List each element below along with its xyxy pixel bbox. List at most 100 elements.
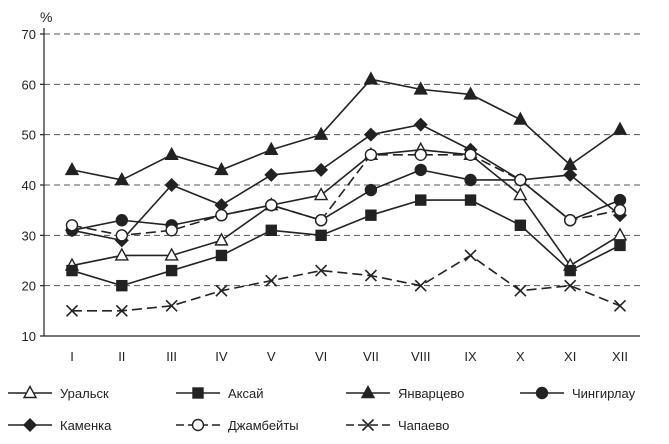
legend-marker bbox=[535, 386, 549, 400]
data-point bbox=[66, 264, 78, 277]
data-point bbox=[315, 229, 327, 242]
legend-marker bbox=[22, 385, 38, 399]
series-7 bbox=[65, 249, 627, 317]
data-point bbox=[264, 167, 279, 182]
data-point bbox=[164, 178, 179, 192]
x-marker-stroke bbox=[613, 299, 627, 312]
data-point bbox=[215, 208, 228, 222]
x-tick-label: IV bbox=[215, 349, 228, 364]
data-point bbox=[613, 193, 627, 207]
data-point bbox=[414, 279, 427, 292]
data-point bbox=[612, 227, 628, 241]
data-point bbox=[464, 148, 477, 162]
axes bbox=[40, 28, 640, 337]
legend-label: Чапаево bbox=[398, 418, 449, 433]
series-5 bbox=[65, 117, 627, 248]
data-point bbox=[314, 162, 329, 177]
data-point bbox=[614, 239, 626, 252]
legend-marker bbox=[192, 387, 204, 399]
data-point bbox=[364, 183, 378, 197]
data-point bbox=[564, 279, 577, 292]
legend-item-3: Январцево bbox=[346, 385, 464, 401]
x-marker-stroke bbox=[464, 249, 477, 262]
y-tick-label: 40 bbox=[22, 178, 36, 193]
data-point bbox=[164, 146, 179, 161]
x-tick-label: VI bbox=[315, 349, 327, 364]
y-tick-label: 30 bbox=[22, 228, 36, 243]
x-marker-stroke bbox=[564, 279, 577, 292]
data-point bbox=[612, 121, 628, 135]
y-tick-label: 70 bbox=[22, 27, 36, 42]
data-point bbox=[116, 279, 128, 292]
legend-label: Аксай bbox=[228, 386, 264, 401]
data-point bbox=[264, 141, 279, 155]
x-marker-stroke bbox=[215, 284, 228, 297]
data-point bbox=[265, 198, 278, 212]
series-line bbox=[72, 254, 621, 312]
y-tick-label: 60 bbox=[22, 77, 36, 92]
data-point bbox=[214, 161, 229, 176]
data-point bbox=[365, 209, 377, 221]
data-point bbox=[564, 264, 576, 277]
x-marker-stroke bbox=[364, 269, 377, 282]
legend-item-5: Каменка bbox=[8, 418, 112, 433]
x-tick-label: I bbox=[70, 349, 74, 364]
series-line bbox=[71, 78, 621, 181]
data-point bbox=[115, 304, 128, 317]
x-marker-stroke bbox=[514, 284, 527, 297]
series-6 bbox=[65, 148, 627, 242]
x-tick-label: III bbox=[166, 349, 177, 364]
legend-item-7: Чапаево bbox=[346, 418, 449, 433]
x-tick-label: IX bbox=[464, 349, 477, 364]
data-point bbox=[464, 249, 477, 262]
data-point bbox=[265, 274, 278, 287]
x-marker-stroke bbox=[265, 274, 278, 287]
legend-label: Каменка bbox=[60, 418, 112, 433]
data-point bbox=[563, 167, 578, 182]
series-line bbox=[71, 148, 621, 267]
data-point bbox=[364, 269, 377, 282]
data-point bbox=[514, 173, 527, 187]
data-point bbox=[265, 224, 277, 237]
series-3 bbox=[64, 71, 628, 186]
legend-marker bbox=[191, 418, 205, 432]
data-point bbox=[364, 148, 378, 162]
data-point bbox=[563, 214, 577, 227]
data-point bbox=[314, 214, 328, 227]
grid-lines bbox=[44, 33, 640, 287]
legend-marker bbox=[23, 418, 37, 432]
data-point bbox=[215, 249, 228, 262]
data-point bbox=[165, 299, 178, 312]
legend-item-2: Аксай bbox=[176, 386, 264, 401]
legend-marker bbox=[360, 385, 376, 399]
data-point bbox=[414, 148, 427, 162]
data-point bbox=[513, 187, 528, 201]
x-marker-stroke bbox=[315, 264, 328, 277]
x-marker-stroke bbox=[165, 299, 178, 312]
x-marker-stroke bbox=[414, 279, 427, 292]
legend-marker bbox=[361, 418, 375, 432]
legend-item-6: Джамбейты bbox=[176, 418, 299, 433]
x-marker-stroke bbox=[361, 418, 375, 432]
legend-label: Джамбейты bbox=[228, 418, 299, 433]
legend-label: Чингирлау bbox=[572, 386, 636, 401]
x-tick-label: VII bbox=[363, 349, 379, 364]
y-tick-label: 50 bbox=[22, 128, 36, 143]
data-point bbox=[363, 127, 378, 142]
series-2 bbox=[66, 194, 626, 292]
data-point bbox=[313, 187, 329, 201]
x-tick-label: V bbox=[267, 349, 276, 364]
legend-label: Январцево bbox=[398, 386, 464, 401]
legend-item-4: Чингирлау bbox=[520, 386, 636, 401]
data-point bbox=[415, 194, 427, 206]
x-tick-label: II bbox=[118, 349, 125, 364]
data-point bbox=[464, 173, 477, 187]
data-point bbox=[65, 219, 79, 232]
data-point bbox=[414, 163, 427, 177]
data-point bbox=[215, 284, 228, 297]
legend-item-1: Уральск bbox=[8, 385, 109, 401]
data-point bbox=[463, 86, 478, 100]
series-line bbox=[71, 154, 621, 237]
